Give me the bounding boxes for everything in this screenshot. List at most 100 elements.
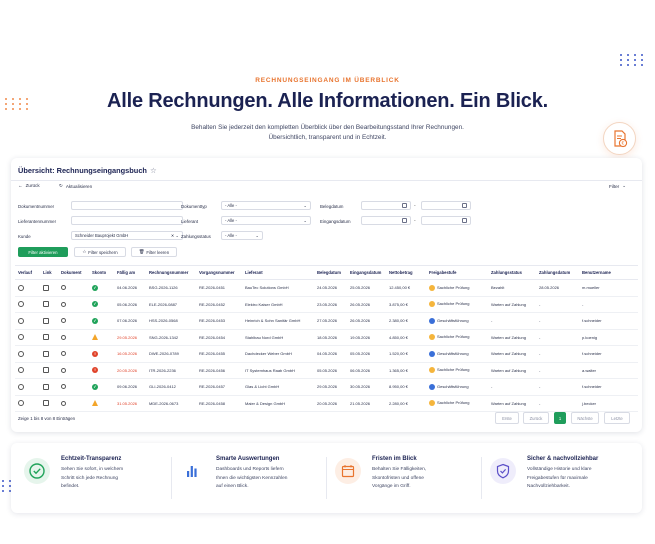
column-header[interactable]: Fällig am [114, 265, 146, 280]
document-cell[interactable] [58, 296, 89, 313]
eingangsdatum-from-input[interactable] [361, 216, 411, 225]
dokumenttyp-select[interactable]: - Alle - ⌄ [221, 201, 311, 210]
table-row[interactable]: 29.05.2026 SNG-2026-1342 RE-2026-0454 Stahl… [15, 329, 638, 346]
history-icon[interactable] [18, 317, 24, 324]
pagination-page-1[interactable]: 1 [554, 412, 566, 424]
table-row[interactable]: 31.05.2026 MDE-2026-0673 RE-2026-0458 Maier… [15, 395, 638, 412]
belegdatum-from-input[interactable] [361, 201, 411, 210]
history-icon[interactable] [18, 334, 24, 341]
eingangsdatum-to-input[interactable] [421, 216, 471, 225]
table-row[interactable]: ✓ 07.06.2026 HSS-2026-0568 RE-2026-0453 Hein… [15, 312, 638, 330]
pagination-last[interactable]: Letzte [604, 412, 630, 424]
column-header[interactable]: Dokument [58, 265, 89, 280]
column-header[interactable]: Belegdatum [314, 265, 347, 280]
payment-date: - [536, 329, 579, 346]
document-cell[interactable] [58, 329, 89, 346]
history-cell[interactable] [15, 329, 40, 346]
calendar-icon[interactable] [402, 203, 407, 208]
link-cell[interactable] [40, 395, 58, 412]
history-icon[interactable] [18, 350, 24, 357]
column-header[interactable]: Zahlungsdatum [536, 265, 579, 280]
column-header[interactable]: Link [40, 265, 58, 280]
pagination-first[interactable]: Erste [495, 412, 519, 424]
clear-filter-button[interactable]: 🗑 Filter leeren [131, 247, 177, 257]
link-cell[interactable] [40, 312, 58, 330]
document-cell[interactable] [58, 279, 89, 297]
kunde-select[interactable]: Schneider Bauprojekt GmbH ✕ ⌄ [71, 231, 183, 240]
refresh-button[interactable]: ↻ Aktualisieren [59, 183, 92, 189]
pagination-prev[interactable]: Zurück [523, 412, 549, 424]
search-icon[interactable] [61, 334, 66, 340]
table-row[interactable]: ! 16.05.2026 DWE-2026-0789 RE-2026-0455 Dach… [15, 345, 638, 363]
history-cell[interactable] [15, 395, 40, 412]
dokumentnummer-input[interactable] [71, 201, 183, 210]
external-link-icon[interactable] [43, 350, 49, 357]
history-icon[interactable] [18, 367, 24, 374]
history-cell[interactable] [15, 279, 40, 297]
link-cell[interactable] [40, 329, 58, 346]
column-header[interactable]: Benutzername [579, 265, 638, 280]
apply-filter-button[interactable]: Filter aktivieren [18, 247, 68, 257]
column-header[interactable]: Zahlungsstatus [488, 265, 536, 280]
history-cell[interactable] [15, 345, 40, 363]
column-header[interactable]: Vorgangsnummer [196, 265, 242, 280]
external-link-icon[interactable] [43, 367, 49, 374]
calendar-icon[interactable] [462, 203, 467, 208]
filter-toggle[interactable]: Filter ⌄ [609, 183, 626, 189]
save-filter-button[interactable]: ☆ Filter speichern [74, 247, 126, 257]
history-cell[interactable] [15, 312, 40, 330]
link-cell[interactable] [40, 345, 58, 363]
column-header[interactable]: Skonto [89, 265, 114, 280]
history-icon[interactable] [18, 284, 24, 291]
external-link-icon[interactable] [43, 383, 49, 390]
column-header[interactable]: Eingangsdatum [347, 265, 386, 280]
lieferant-select[interactable]: - Alle - ⌄ [221, 216, 311, 225]
search-icon[interactable] [61, 351, 66, 357]
star-icon[interactable]: ☆ [149, 166, 157, 175]
history-icon[interactable] [18, 301, 24, 308]
column-header[interactable]: Verlauf [15, 265, 40, 280]
history-cell[interactable] [15, 378, 40, 396]
table-row[interactable]: ! 20.05.2026 ITR-2026-2236 RE-2026-0456 IT S… [15, 362, 638, 379]
history-cell[interactable] [15, 362, 40, 379]
column-header[interactable]: Freigabestufe [426, 265, 488, 280]
document-cell[interactable] [58, 362, 89, 379]
approval-level-label: Sachliche Prüfung [437, 334, 470, 340]
column-header[interactable]: Lieferant [242, 265, 314, 280]
external-link-icon[interactable] [43, 317, 49, 324]
calendar-icon[interactable] [462, 218, 467, 223]
search-icon[interactable] [61, 384, 66, 390]
external-link-icon[interactable] [43, 334, 49, 341]
external-link-icon[interactable] [43, 284, 49, 291]
external-link-icon[interactable] [43, 301, 49, 308]
pagination-next[interactable]: Nächste [571, 412, 599, 424]
history-icon[interactable] [18, 383, 24, 390]
document-cell[interactable] [58, 312, 89, 330]
link-cell[interactable] [40, 279, 58, 297]
column-header[interactable]: Nettobetrag [386, 265, 426, 280]
approval-level: Sachliche Prüfung [426, 279, 488, 297]
document-cell[interactable] [58, 378, 89, 396]
external-link-icon[interactable] [43, 400, 49, 407]
search-icon[interactable] [61, 285, 66, 291]
search-icon[interactable] [61, 367, 66, 373]
history-cell[interactable] [15, 296, 40, 313]
link-cell[interactable] [40, 378, 58, 396]
lieferantennummer-input[interactable] [71, 216, 183, 225]
belegdatum-to-input[interactable] [421, 201, 471, 210]
back-button[interactable]: ← Zurück [18, 183, 40, 188]
table-row[interactable]: ✓ 05.06.2026 ELE-2026-0887 RE-2026-0452 Elek… [15, 296, 638, 313]
document-cell[interactable] [58, 345, 89, 363]
calendar-icon[interactable] [402, 218, 407, 223]
table-row[interactable]: ✓ 09.06.2026 GLI-2026-0412 RE-2026-0457 Glas… [15, 378, 638, 396]
table-row[interactable]: ✓ 04.06.2026 BSG-2026-1126 RE-2026-0451 BauT… [15, 279, 638, 297]
document-cell[interactable] [58, 395, 89, 412]
zahlungsstatus-select[interactable]: - Alle - ⌄ [221, 231, 263, 240]
search-icon[interactable] [61, 318, 66, 324]
search-icon[interactable] [61, 400, 66, 406]
history-icon[interactable] [18, 400, 24, 407]
link-cell[interactable] [40, 296, 58, 313]
link-cell[interactable] [40, 362, 58, 379]
search-icon[interactable] [61, 301, 66, 307]
column-header[interactable]: Rechnungsnummer [146, 265, 196, 280]
